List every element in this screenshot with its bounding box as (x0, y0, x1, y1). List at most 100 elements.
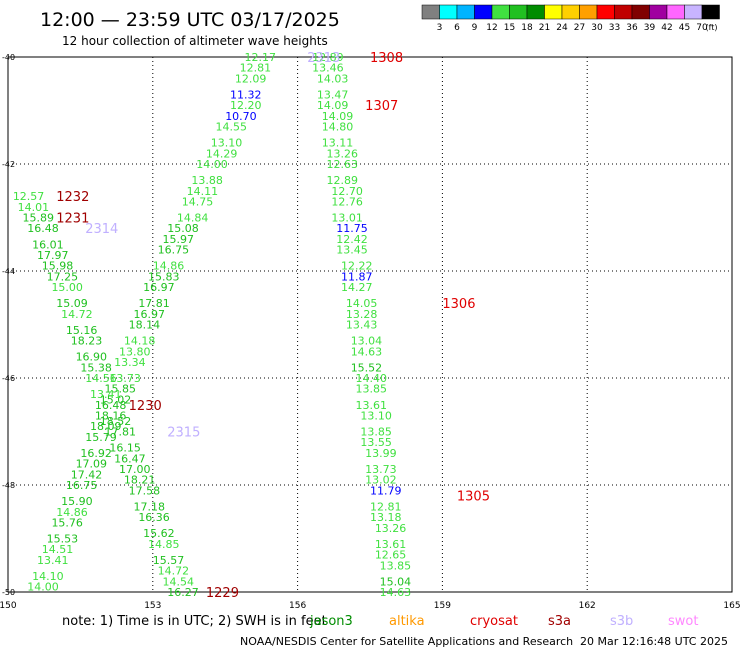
wave-height-label: 12.42 (336, 233, 368, 246)
wave-height-label: 18.16 (95, 409, 127, 422)
wave-height-label: 13.85 (360, 426, 392, 439)
wave-height-label: 13.85 (356, 383, 388, 396)
wave-height-label: 14.11 (187, 185, 219, 198)
wave-height-label: 13.01 (331, 212, 363, 225)
wave-height-label: 13.11 (322, 137, 354, 150)
wave-height-label: 12.09 (235, 72, 267, 85)
track-label-cryosat: 1308 (370, 51, 403, 66)
wave-height-label: 16.48 (95, 399, 127, 412)
wave-height-label: 16.97 (143, 281, 175, 294)
wave-height-label: 14.54 (162, 575, 194, 588)
legend-swatch (579, 4, 598, 20)
wave-height-label: 13.34 (114, 356, 146, 369)
wave-height-label: 16.90 (76, 351, 108, 364)
y-tick-label: -48 (2, 481, 15, 490)
wave-height-label: 14.00 (196, 158, 228, 171)
wave-height-label: 15.79 (85, 431, 117, 444)
wave-height-label: 14.10 (32, 570, 64, 583)
track-label-s3a: 1231 (56, 212, 89, 227)
axis-ticks: 150 153 156 159 162 165 -40 -42 -44 -46 -48 -50 (0, 53, 740, 611)
wave-height-label: 16.97 (133, 308, 165, 321)
wave-height-label: 14.63 (351, 345, 383, 358)
wave-height-label: 15.09 (56, 297, 87, 310)
wave-height-label: 13.47 (317, 88, 349, 101)
wave-height-label: 10.70 (225, 110, 257, 123)
wave-height-label: 14.05 (346, 297, 378, 310)
wave-height-label: 14.00 (27, 581, 59, 594)
legend-swatch (474, 4, 493, 20)
wave-height-label: 13.73 (109, 372, 141, 385)
legend-label: 6 (454, 23, 460, 33)
wave-height-label: 13.10 (360, 409, 392, 422)
wave-height-label: 16.75 (66, 479, 98, 492)
wave-height-label: 12.89 (312, 51, 344, 64)
wave-height-label: 15.83 (148, 270, 180, 283)
wave-height-label: 15.89 (22, 212, 54, 225)
legend-label: 18 (521, 23, 533, 33)
y-tick-label: -42 (2, 160, 15, 169)
wave-height-label: 16.36 (138, 511, 170, 524)
wave-height-label: 13.61 (356, 399, 388, 412)
wave-height-label: 15.00 (51, 281, 83, 294)
satellite-legend-swot: swot (668, 614, 698, 629)
legend-label: 27 (574, 23, 585, 33)
legend-label: 33 (609, 23, 620, 33)
wave-height-label: 15.04 (380, 575, 412, 588)
wave-height-label: 13.61 (375, 538, 407, 551)
wave-height-label: 16.92 (80, 447, 112, 460)
y-tick-label: -40 (2, 53, 15, 62)
wave-height-label: 13.88 (191, 174, 223, 187)
y-tick-label: -50 (2, 588, 15, 597)
wave-height-label: 15.97 (162, 233, 194, 246)
legend-label: 30 (591, 23, 603, 33)
wave-height-label: 15.38 (80, 361, 112, 374)
y-tick-label: -46 (2, 374, 15, 383)
legend-swatch (596, 4, 615, 20)
legend-swatch (439, 4, 458, 20)
wave-height-label: 16.47 (114, 452, 146, 465)
wave-height-label: 14.03 (317, 72, 349, 85)
wave-height-label: 12.57 (13, 190, 45, 203)
legend-unit: (ft) (706, 23, 718, 32)
plot-border (7, 56, 733, 593)
wave-height-label: 13.45 (336, 244, 368, 257)
footer-credit: NOAA/NESDIS Center for Satellite Applica… (240, 635, 573, 648)
x-tick-label: 159 (434, 601, 451, 611)
legend-label: 3 (437, 23, 443, 33)
wave-height-label: 16.75 (158, 244, 190, 257)
legend-label: 9 (472, 23, 478, 33)
legend-swatch (614, 4, 633, 20)
wave-height-label: 14.86 (56, 506, 87, 519)
wave-height-label: 11.87 (341, 270, 373, 283)
wave-height-label: 12.70 (331, 185, 363, 198)
satellite-legend-cryosat: cryosat (470, 614, 518, 629)
wave-height-label: 13.73 (365, 463, 397, 476)
wave-height-label: 14.75 (182, 195, 214, 208)
wave-height-label: 16.27 (167, 586, 199, 599)
grid-lines (7, 56, 733, 593)
plot-area (7, 56, 733, 593)
chart-subtitle: 12 hour collection of altimeter wave hei… (62, 34, 328, 48)
wave-height-label: 14.55 (216, 121, 248, 134)
x-tick-label: 156 (289, 601, 306, 611)
wave-height-label: 18.23 (71, 335, 103, 348)
wave-height-label: 14.84 (177, 212, 209, 225)
wave-height-label: 14.09 (317, 99, 349, 112)
wave-height-label: 12.17 (245, 51, 276, 64)
wave-height-label: 14.72 (158, 565, 190, 578)
wave-height-label: 12.76 (331, 195, 363, 208)
wave-height-label: 17.97 (37, 249, 69, 262)
legend-label: 21 (539, 23, 550, 33)
wave-height-label: 14.29 (206, 147, 238, 160)
wave-height-label: 14.51 (42, 543, 74, 556)
wave-height-label: 16.48 (27, 222, 59, 235)
legend-label: 12 (486, 23, 497, 33)
wave-height-label: 13.80 (119, 345, 151, 358)
wave-height-label: 13.41 (90, 388, 122, 401)
wave-height-label: 17.09 (76, 458, 108, 471)
wave-height-label: 14.09 (322, 110, 354, 123)
wave-height-label: 15.98 (42, 260, 74, 273)
footer: note: 1) Time is in UTC; 2) SWH is in fe… (62, 614, 728, 648)
wave-height-label: 17.25 (47, 270, 79, 283)
legend-swatch (421, 4, 440, 20)
